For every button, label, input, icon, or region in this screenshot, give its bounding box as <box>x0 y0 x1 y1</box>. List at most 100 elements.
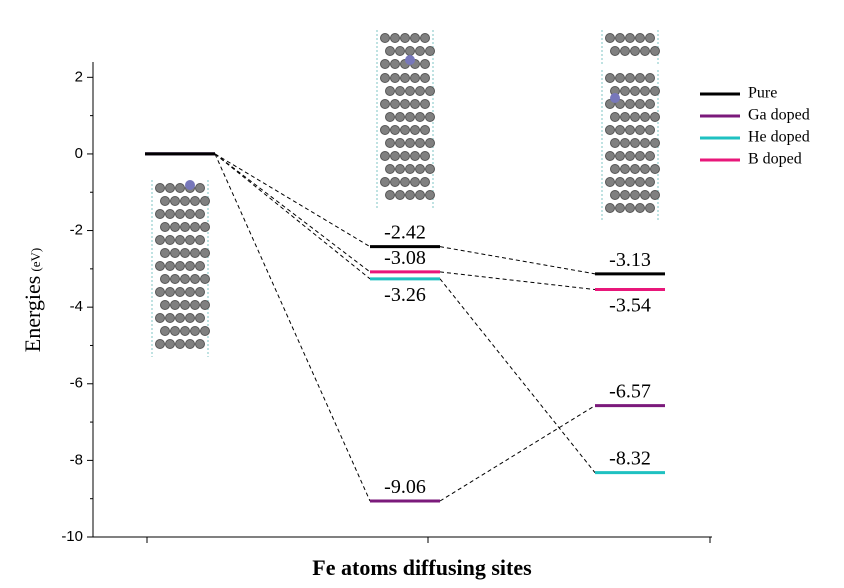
atom <box>606 204 615 213</box>
atom <box>421 178 430 187</box>
atom <box>181 197 190 206</box>
atom <box>156 340 165 349</box>
fe-atom <box>405 55 415 65</box>
atom <box>631 165 640 174</box>
atom <box>176 262 185 271</box>
y-tick-label: -2 <box>70 222 83 239</box>
atom <box>191 301 200 310</box>
atom <box>196 262 205 271</box>
atom <box>651 139 660 148</box>
atom <box>156 210 165 219</box>
atom <box>641 139 650 148</box>
atom <box>386 47 395 56</box>
atom <box>386 165 395 174</box>
atom <box>161 301 170 310</box>
chart: Fe atoms diffusing sites Energies (eV) -1… <box>0 0 844 588</box>
atom <box>646 100 655 109</box>
atom <box>171 197 180 206</box>
atom <box>426 165 435 174</box>
atom <box>411 126 420 135</box>
atom <box>616 126 625 135</box>
atom <box>401 178 410 187</box>
connector <box>215 154 370 279</box>
atom <box>181 327 190 336</box>
atom <box>381 126 390 135</box>
atom <box>646 204 655 213</box>
atom <box>156 262 165 271</box>
atom <box>636 34 645 43</box>
atom <box>626 34 635 43</box>
atom <box>401 152 410 161</box>
atom <box>381 100 390 109</box>
atom <box>411 100 420 109</box>
atom <box>406 47 415 56</box>
atom <box>401 74 410 83</box>
atom <box>426 113 435 122</box>
atom <box>391 100 400 109</box>
atom <box>626 204 635 213</box>
value-label: -8.32 <box>609 448 651 470</box>
atom <box>196 210 205 219</box>
atom <box>181 223 190 232</box>
atom <box>186 288 195 297</box>
atom <box>186 210 195 219</box>
y-label-text: Energies <box>20 276 45 353</box>
atom <box>416 191 425 200</box>
atom <box>156 236 165 245</box>
atom <box>421 60 430 69</box>
legend-label: Ga doped <box>748 107 810 124</box>
atom <box>641 165 650 174</box>
atom <box>381 178 390 187</box>
atom <box>651 47 660 56</box>
atom <box>611 165 620 174</box>
atom <box>391 60 400 69</box>
atom <box>406 139 415 148</box>
atom <box>406 191 415 200</box>
atom <box>621 191 630 200</box>
atom <box>621 139 630 148</box>
atom <box>616 74 625 83</box>
legend-label: He doped <box>748 129 810 146</box>
atom <box>391 74 400 83</box>
value-label: -3.13 <box>609 249 651 271</box>
atom <box>416 47 425 56</box>
atom <box>626 126 635 135</box>
atom <box>391 152 400 161</box>
atom <box>631 87 640 96</box>
atom <box>646 126 655 135</box>
value-label: -2.42 <box>384 222 426 244</box>
atom <box>166 236 175 245</box>
atom <box>186 236 195 245</box>
atom <box>416 87 425 96</box>
atom <box>616 204 625 213</box>
atom <box>171 223 180 232</box>
atom <box>181 301 190 310</box>
atom <box>186 262 195 271</box>
atom <box>606 74 615 83</box>
atom <box>631 139 640 148</box>
atom <box>186 340 195 349</box>
atom <box>386 113 395 122</box>
atom <box>196 340 205 349</box>
atom <box>396 113 405 122</box>
atom <box>631 47 640 56</box>
atom <box>426 191 435 200</box>
atom <box>421 126 430 135</box>
atom <box>381 60 390 69</box>
atom <box>606 178 615 187</box>
atom <box>196 184 205 193</box>
atom <box>191 249 200 258</box>
atom <box>391 126 400 135</box>
atom <box>636 74 645 83</box>
atom <box>416 139 425 148</box>
x-axis-label: Fe atoms diffusing sites <box>312 555 532 580</box>
atom <box>626 74 635 83</box>
value-label: -3.08 <box>384 247 426 269</box>
atom <box>416 113 425 122</box>
atom <box>621 47 630 56</box>
atom <box>191 327 200 336</box>
atom <box>171 301 180 310</box>
y-tick-label: -10 <box>61 528 83 545</box>
structure-image <box>602 70 660 221</box>
y-label-unit: (eV) <box>28 248 43 272</box>
